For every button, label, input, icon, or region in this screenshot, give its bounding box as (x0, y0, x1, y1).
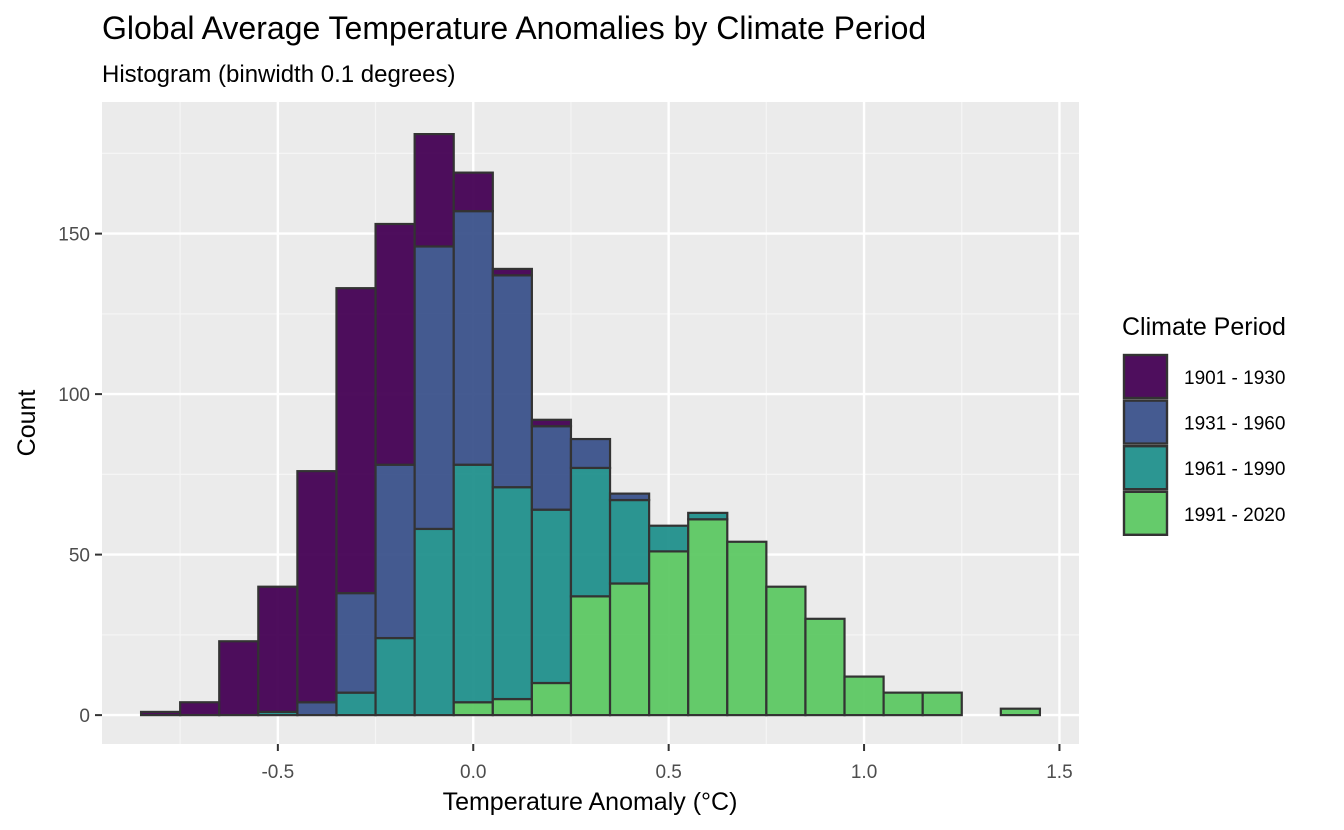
histogram-bar (530, 418, 573, 428)
histogram-bar (530, 508, 573, 685)
histogram-bar (179, 701, 221, 717)
histogram-bar (218, 640, 260, 717)
x-axis-title: Temperature Anomaly (°C) (443, 788, 738, 816)
legend-label: 1991 - 2020 (1184, 505, 1285, 526)
histogram-bar (491, 267, 533, 277)
histogram-bar (569, 466, 612, 598)
histogram-bar (608, 498, 651, 585)
x-axis: -0.5 0.0 0.5 1.0 1.5 (261, 744, 1073, 783)
histogram-bar (530, 425, 573, 511)
histogram-bar (491, 486, 533, 701)
histogram-bar (413, 527, 455, 717)
histogram-bar (452, 701, 494, 717)
histogram-bar (452, 171, 494, 213)
histogram-bar (452, 463, 494, 704)
legend: Climate Period 1901 - 1930 1931 - 1960 196… (1122, 313, 1286, 536)
histogram-bar (804, 617, 846, 717)
histogram-bar (648, 524, 690, 553)
legend-label: 1961 - 1990 (1184, 459, 1285, 480)
x-tick-label: 0.5 (655, 762, 681, 783)
y-axis-title: Count (13, 390, 41, 457)
histogram-bar (999, 707, 1042, 717)
histogram-bar (687, 511, 729, 521)
histogram-bar (921, 691, 963, 717)
histogram-bar (335, 592, 377, 694)
histogram-bar (569, 595, 612, 717)
histogram-bar (374, 222, 416, 466)
histogram-bar (296, 701, 338, 717)
histogram-bar (608, 582, 651, 717)
histogram-bar (843, 675, 885, 717)
histogram-bar (139, 710, 182, 717)
y-tick-label: 0 (79, 706, 90, 727)
histogram-bar (335, 287, 377, 595)
histogram-bar (882, 691, 924, 717)
x-tick-label: -0.5 (261, 762, 294, 783)
y-tick-label: 100 (58, 385, 90, 406)
x-tick-label: 0.0 (460, 762, 486, 783)
legend-key (1122, 399, 1169, 445)
legend-label: 1901 - 1930 (1184, 368, 1285, 389)
y-tick-label: 150 (58, 225, 90, 246)
histogram-bar (569, 437, 612, 470)
histogram-bar (452, 210, 494, 466)
chart-title: Global Average Temperature Anomalies by … (102, 10, 926, 46)
x-tick-label: 1.5 (1046, 762, 1072, 783)
y-axis: 0 50 100 150 (58, 225, 102, 727)
legend-key (1122, 490, 1169, 536)
histogram-bar (296, 470, 338, 704)
histogram-bar (608, 492, 651, 502)
histogram-bars (139, 133, 1042, 717)
histogram-bar (648, 550, 690, 717)
histogram-bar (687, 518, 729, 717)
histogram-bar (374, 636, 416, 717)
histogram-bar (765, 585, 807, 717)
histogram-bar (335, 691, 377, 717)
legend-label: 1931 - 1960 (1184, 414, 1285, 435)
histogram-bar (491, 697, 533, 717)
histogram-bar (726, 540, 768, 717)
x-tick-label: 1.0 (851, 762, 877, 783)
histogram-bar (530, 681, 573, 717)
y-tick-label: 50 (69, 546, 90, 567)
legend-title: Climate Period (1122, 313, 1286, 341)
histogram-bar (257, 585, 299, 714)
histogram-bar (413, 133, 455, 248)
legend-key (1122, 445, 1169, 491)
legend-key (1122, 353, 1169, 400)
histogram-bar (374, 463, 416, 640)
histogram-bar (491, 274, 533, 489)
chart-subtitle: Histogram (binwidth 0.1 degrees) (102, 61, 456, 88)
histogram-bar (413, 245, 455, 531)
